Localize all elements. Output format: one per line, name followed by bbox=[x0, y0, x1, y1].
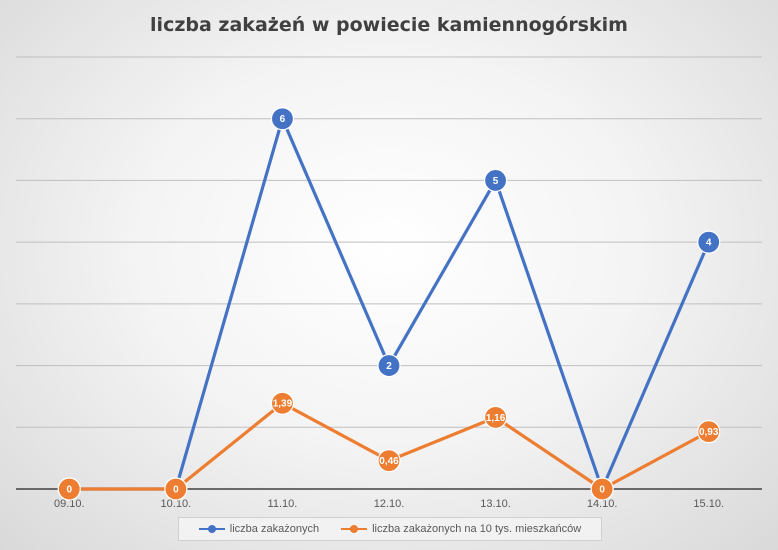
x-axis: 09.10. 10.10. 11.10. 12.10. 13.10. 14.10. 15.1… bbox=[16, 488, 762, 510]
x-tick-label: 15.10. bbox=[693, 498, 724, 510]
legend-marker-icon bbox=[341, 524, 368, 534]
x-tick-label: 11.10. bbox=[268, 498, 298, 510]
data-point bbox=[164, 477, 188, 501]
data-label: 4 bbox=[706, 238, 712, 249]
data-point bbox=[590, 477, 614, 501]
data-label: 0 bbox=[67, 485, 73, 496]
data-point bbox=[483, 168, 508, 193]
series-2: 0 0 1,39 0,46 1,16 0 0,93 bbox=[57, 391, 721, 501]
x-tick-label: 14.10. bbox=[587, 498, 618, 510]
legend-label: liczba zakażonych bbox=[229, 523, 320, 535]
data-point bbox=[483, 405, 508, 430]
data-point bbox=[697, 230, 721, 254]
x-tick-label: 09.10. bbox=[54, 498, 85, 510]
legend: liczba zakażonych liczba zakażonych na 10… bbox=[178, 517, 602, 541]
data-label: 0,93 bbox=[699, 427, 719, 438]
legend-item: liczba zakażonych bbox=[198, 523, 320, 535]
data-label: 5 bbox=[493, 176, 499, 187]
legend-item: liczba zakażonych na 10 tys. mieszkańców bbox=[341, 523, 581, 535]
data-label: 6 bbox=[280, 114, 286, 125]
data-point bbox=[270, 107, 295, 131]
series-line bbox=[69, 401, 710, 491]
data-label: 1,39 bbox=[273, 399, 293, 410]
data-label: 2 bbox=[386, 361, 392, 372]
data-label: 0 bbox=[599, 485, 605, 496]
data-point bbox=[377, 353, 401, 378]
legend-marker-icon bbox=[198, 524, 225, 534]
data-point bbox=[697, 420, 721, 444]
x-tick-label: 10.10. bbox=[161, 498, 192, 510]
series-layer: 0 0 6 2 5 0 4 0 0 1,39 0,46 1,16 0 0,93 bbox=[57, 107, 721, 501]
chart-title: liczba zakażeń w powiecie kamiennogórski… bbox=[150, 14, 628, 36]
data-point bbox=[270, 391, 295, 415]
x-tick-label: 13.10. bbox=[480, 498, 511, 510]
data-point bbox=[57, 477, 81, 501]
x-tick-label: 12.10. bbox=[374, 498, 405, 510]
data-label: 1,16 bbox=[486, 413, 506, 424]
data-point bbox=[377, 449, 401, 473]
legend-label: liczba zakażonych na 10 tys. mieszkańców bbox=[372, 523, 582, 535]
data-label: 0,46 bbox=[379, 456, 399, 467]
data-label: 0 bbox=[173, 485, 179, 496]
